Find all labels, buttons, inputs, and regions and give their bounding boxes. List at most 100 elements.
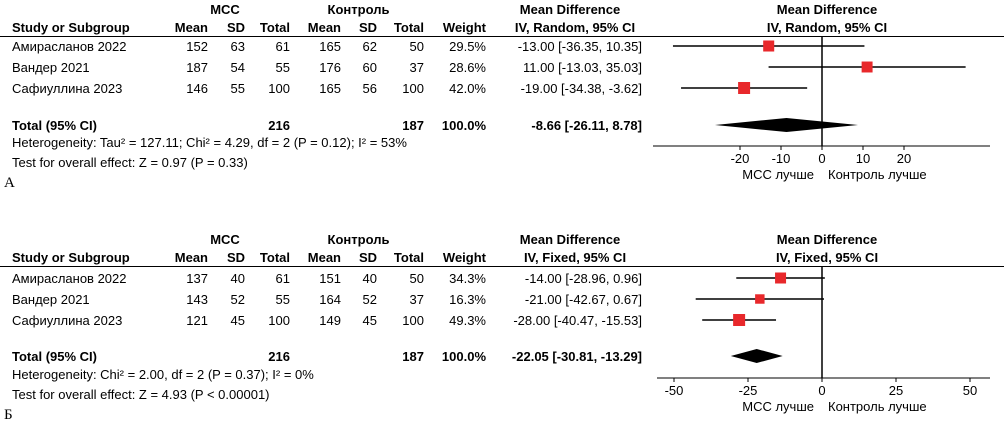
md-column-title: Mean Difference: [519, 232, 621, 247]
study-sd2: 45: [362, 313, 377, 328]
x-tick-label: 0: [818, 151, 826, 166]
study-mean2: 164: [319, 292, 341, 307]
study-n2: 100: [402, 313, 424, 328]
overall-effect-text: Test for overall effect: Z = 0.97 (P = 0…: [12, 155, 248, 170]
study-sd1: 52: [230, 292, 245, 307]
study-sd1: 45: [230, 313, 245, 328]
study-n1: 61: [275, 271, 290, 286]
study-name: Амирасланов 2022: [12, 39, 127, 54]
study-weight: 49.3%: [449, 313, 486, 328]
sd2-header: SD: [358, 20, 377, 35]
study-effect-square: [733, 314, 746, 326]
x-tick-label: -25: [738, 383, 758, 398]
study-n2: 37: [409, 292, 424, 307]
study-effect-square: [738, 82, 751, 94]
x-tick-label: 20: [896, 151, 912, 166]
header-rule: [0, 36, 1004, 37]
group1-header: МСС: [210, 2, 240, 17]
total-effect-diamond: [730, 349, 783, 363]
study-weight: 28.6%: [449, 60, 486, 75]
study-sd2: 56: [362, 81, 377, 96]
study-n1: 100: [268, 313, 290, 328]
md-method-header: IV, Random, 95% CI: [514, 20, 636, 35]
total2-header: Total: [393, 250, 424, 265]
study-ci-text: -13.00 [-36.35, 10.35]: [517, 39, 642, 54]
total-n1: 216: [268, 349, 290, 364]
study-mean1: 137: [186, 271, 208, 286]
total-n1: 216: [268, 118, 290, 133]
total-label: Total (95% CI): [12, 349, 97, 364]
forest-plot: [657, 266, 990, 382]
total-effect-diamond: [714, 118, 858, 132]
study-sd1: 54: [230, 60, 245, 75]
study-n2: 50: [409, 271, 424, 286]
study-ci-text: -21.00 [-42.67, 0.67]: [524, 292, 642, 307]
study-sd2: 62: [362, 39, 377, 54]
plot-title: Mean Difference: [776, 2, 878, 17]
x-tick-label: 50: [962, 383, 978, 398]
forest-plot: [653, 36, 990, 150]
study-mean1: 187: [186, 60, 208, 75]
study-weight: 34.3%: [449, 271, 486, 286]
group2-header: Контроль: [327, 2, 390, 17]
forest-plot-panel-a: МСС Контроль Mean Difference Mean Differenc…: [0, 0, 1004, 215]
forest-plot-panel-b: МСС Контроль Mean Difference Mean Differenc…: [0, 230, 1004, 435]
panel-label: А: [4, 175, 15, 191]
panel-label: Б: [4, 407, 13, 423]
study-name: Амирасланов 2022: [12, 271, 127, 286]
x-tick-label: 25: [888, 383, 904, 398]
study-n2: 50: [409, 39, 424, 54]
mean2-header: Mean: [307, 20, 341, 35]
total-n2: 187: [402, 118, 424, 133]
md-method-header: IV, Fixed, 95% CI: [523, 250, 627, 265]
heterogeneity-text: Heterogeneity: Tau² = 127.11; Chi² = 4.2…: [12, 135, 407, 150]
sd2-header: SD: [358, 250, 377, 265]
weight-header: Weight: [442, 20, 486, 35]
study-sd1: 63: [230, 39, 245, 54]
sd1-header: SD: [226, 20, 245, 35]
study-name: Вандер 2021: [12, 292, 90, 307]
total-ci-text: -22.05 [-30.81, -13.29]: [511, 349, 642, 364]
favours-left-label: МСС лучше: [742, 167, 814, 182]
mean1-header: Mean: [174, 20, 208, 35]
study-mean2: 149: [319, 313, 341, 328]
total-n2: 187: [402, 349, 424, 364]
plot-method-header: IV, Random, 95% CI: [766, 20, 888, 35]
total-ci-text: -8.66 [-26.11, 8.78]: [531, 118, 642, 133]
study-n1: 55: [275, 60, 290, 75]
study-sd2: 40: [362, 271, 377, 286]
favours-left-label: МСС лучше: [742, 399, 814, 414]
study-effect-square: [775, 272, 787, 284]
study-sd1: 55: [230, 81, 245, 96]
group2-header: Контроль: [327, 232, 390, 247]
total2-header: Total: [393, 20, 424, 35]
study-mean1: 152: [186, 39, 208, 54]
study-ci-text: -14.00 [-28.96, 0.96]: [524, 271, 642, 286]
overall-effect-text: Test for overall effect: Z = 4.93 (P < 0…: [12, 387, 270, 402]
x-tick-label: -20: [730, 151, 750, 166]
study-weight: 29.5%: [449, 39, 486, 54]
study-effect-square: [755, 294, 765, 304]
total-label: Total (95% CI): [12, 118, 97, 133]
favours-right-label: Контроль лучше: [828, 399, 927, 414]
study-ci-text: -28.00 [-40.47, -15.53]: [513, 313, 642, 328]
study-sd2: 60: [362, 60, 377, 75]
x-tick-label: -10: [771, 151, 791, 166]
total1-header: Total: [259, 20, 290, 35]
study-mean2: 176: [319, 60, 341, 75]
favours-right-label: Контроль лучше: [828, 167, 927, 182]
x-tick-label: -50: [664, 383, 684, 398]
group1-header: МСС: [210, 232, 240, 247]
study-sd2: 52: [362, 292, 377, 307]
study-n2: 100: [402, 81, 424, 96]
study-sd1: 40: [230, 271, 245, 286]
study-name: Сафиуллина 2023: [12, 313, 123, 328]
sd1-header: SD: [226, 250, 245, 265]
study-mean1: 121: [186, 313, 208, 328]
heterogeneity-text: Heterogeneity: Chi² = 2.00, df = 2 (P = …: [12, 367, 314, 382]
study-n1: 61: [275, 39, 290, 54]
x-tick-label: 10: [855, 151, 871, 166]
study-mean1: 143: [186, 292, 208, 307]
study-n2: 37: [409, 60, 424, 75]
study-name: Сафиуллина 2023: [12, 81, 123, 96]
